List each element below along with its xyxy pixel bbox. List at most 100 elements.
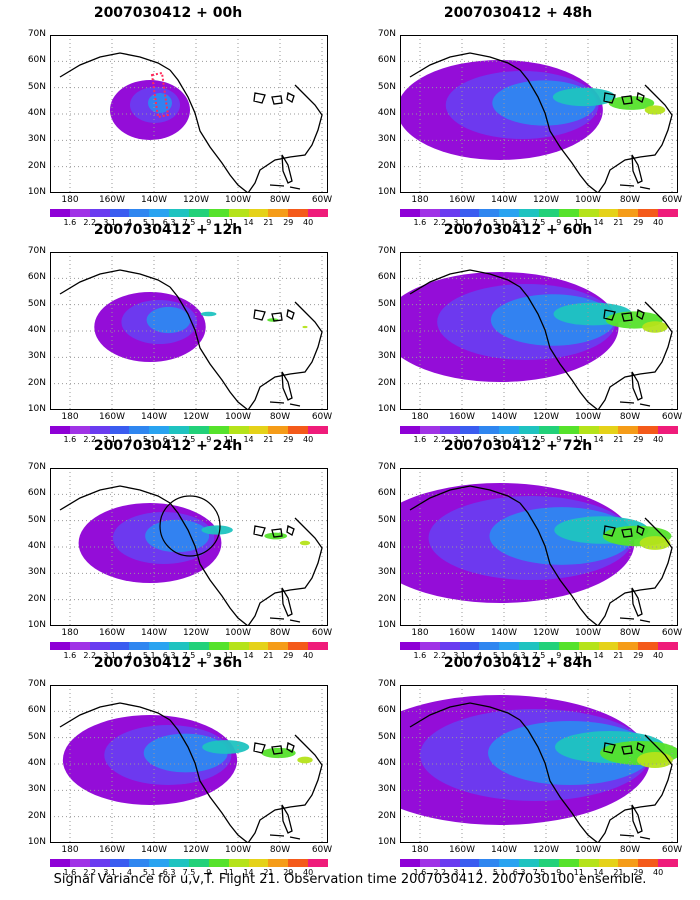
lat-tick-label: 30N: [27, 134, 46, 145]
figure-caption: Signal Variance for u,v,T. Flight 21. Ob…: [53, 872, 647, 887]
colorbar-label: 4: [126, 651, 132, 660]
colorbar-label: 3.1: [453, 868, 466, 877]
lat-tick-label: 30N: [377, 134, 396, 145]
lat-tick-label: 70N: [377, 246, 396, 256]
colorbar-segment: [439, 642, 461, 650]
coastline: [253, 92, 295, 105]
coastline: [409, 269, 673, 410]
colorbar-label: 29: [633, 868, 644, 877]
colorbar-label: 5.1: [142, 218, 156, 227]
colorbar-segment: [638, 642, 659, 650]
variance-map: [50, 252, 328, 410]
colorbar-label: 9: [206, 435, 212, 444]
colorbar-segment: [109, 209, 130, 217]
colorbar-label: 21: [613, 651, 624, 660]
variance-map: [400, 252, 678, 410]
lon-tick-label: 160W: [448, 195, 476, 205]
variance-map: [50, 685, 328, 843]
colorbar-label: 7.5: [182, 651, 196, 660]
colorbar-segment: [69, 642, 91, 650]
coastline: [269, 401, 306, 410]
colorbar-segment: [598, 209, 619, 217]
lon-tick-label: 120W: [532, 845, 560, 855]
colorbar-label: 1.6: [413, 435, 427, 444]
colorbar-segment: [539, 209, 560, 217]
colorbar-label: 21: [263, 435, 274, 444]
map-panel: 2007030412 + 48h 70N 60N 50N 40N 30N 20N 10N 180…: [368, 5, 682, 227]
lat-tick-label: 30N: [377, 351, 396, 362]
colorbar-segment: [459, 859, 480, 867]
map-panel: 2007030412 + 60h 70N 60N 50N 40N 30N 20N 10N 180…: [368, 222, 682, 444]
colorbar-segment: [439, 426, 461, 434]
colorbar-segment: [89, 859, 111, 867]
colorbar-label: 1.6: [413, 651, 427, 660]
colorbar-label: 11: [573, 218, 584, 227]
colorbar-label: 3.1: [103, 868, 116, 877]
coastline: [409, 52, 673, 193]
colorbar-segment: [228, 426, 250, 434]
lon-tick-label: 120W: [182, 845, 210, 855]
lon-tick-label: 120W: [182, 412, 210, 422]
lat-tick-label: 10N: [377, 187, 396, 197]
map-panel: 2007030412 + 24h 70N 60N 50N 40N 30N 20N 10N 180…: [18, 438, 332, 660]
colorbar-label: 9: [206, 868, 212, 877]
colorbar-segment: [578, 209, 600, 217]
lon-tick-label: 100W: [574, 195, 602, 205]
colorbar-label: 6.3: [512, 651, 526, 660]
map-frame: [50, 685, 328, 843]
lat-tick-label: 70N: [377, 29, 396, 39]
colorbar-label: 29: [633, 651, 644, 660]
colorbar-segment: [400, 859, 421, 867]
colorbar-label: 40: [653, 868, 664, 877]
lon-tick-label: 60W: [661, 845, 683, 855]
lon-tick-label: 60W: [661, 195, 683, 205]
lon-tick-label: 120W: [532, 195, 560, 205]
panel-title: 2007030412 + 72h: [443, 438, 593, 454]
colorbar-segment: [268, 209, 289, 217]
colorbar-segment: [638, 209, 659, 217]
colorbar-label: 11: [223, 435, 234, 444]
colorbar-segment: [400, 642, 421, 650]
colorbar-segment: [578, 642, 600, 650]
lon-tick-label: 120W: [532, 412, 560, 422]
lon-tick-label: 160W: [98, 412, 126, 422]
lat-tick-label: 70N: [27, 29, 46, 39]
colorbar-label: 7.5: [182, 218, 196, 227]
colorbar-label: 14: [243, 218, 254, 227]
colorbar-label: 9: [206, 218, 212, 227]
colorbar-label: 14: [593, 435, 604, 444]
colorbar-segment: [598, 859, 619, 867]
colorbar-label: 4: [476, 651, 482, 660]
colorbar-label: 1.6: [63, 218, 77, 227]
colorbar-segment: [479, 859, 500, 867]
colorbar-segment: [268, 642, 289, 650]
coastline: [269, 184, 306, 193]
colorbar-label: 11: [573, 868, 584, 877]
lat-tick-label: 10N: [377, 837, 396, 847]
colorbar-segment: [50, 426, 71, 434]
lon-tick-label: 100W: [224, 845, 252, 855]
colorbar-segment: [208, 426, 230, 434]
colorbar-segment: [308, 859, 329, 867]
lat-tick-label: 40N: [377, 108, 396, 118]
colorbar-label: 7.5: [182, 435, 196, 444]
colorbar-segment: [208, 209, 230, 217]
colorbar-segment: [558, 426, 580, 434]
colorbar-label: 21: [613, 868, 624, 877]
colorbar-segment: [109, 426, 130, 434]
lat-tick-label: 50N: [377, 81, 396, 92]
colorbar-segment: [208, 859, 230, 867]
colorbar-label: 11: [223, 868, 234, 877]
lon-tick-label: 140W: [490, 412, 518, 422]
lat-tick-label: 20N: [27, 593, 46, 604]
lon-tick-label: 160W: [448, 845, 476, 855]
colorbar-label: 4: [476, 435, 482, 444]
lat-tick-label: 60N: [27, 705, 46, 716]
colorbar-label: 6.3: [512, 218, 526, 227]
lon-tick-label: 80W: [269, 412, 291, 422]
lat-tick-label: 50N: [377, 731, 396, 742]
colorbar-segment: [539, 859, 560, 867]
coastline: [59, 702, 323, 843]
lat-tick-label: 70N: [377, 679, 396, 689]
lon-tick-label: 60W: [311, 628, 333, 638]
